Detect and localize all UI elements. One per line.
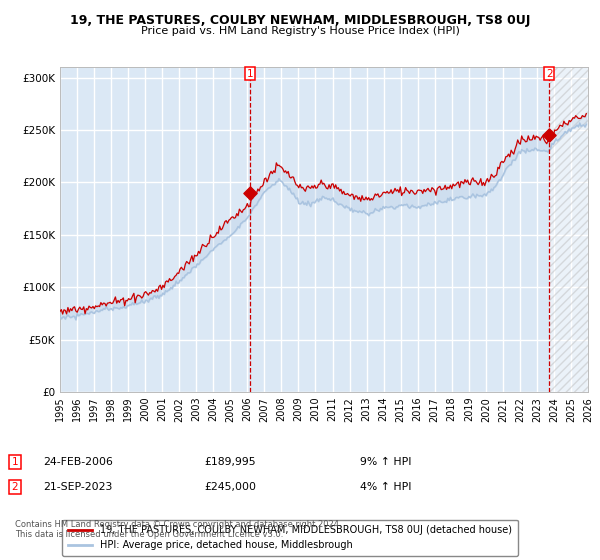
Text: Contains HM Land Registry data © Crown copyright and database right 2024.
This d: Contains HM Land Registry data © Crown c… bbox=[15, 520, 341, 539]
Text: 21-SEP-2023: 21-SEP-2023 bbox=[43, 482, 113, 492]
Text: 1: 1 bbox=[11, 457, 19, 467]
Text: 1: 1 bbox=[247, 68, 253, 78]
Bar bbox=[549, 67, 588, 392]
Text: 2: 2 bbox=[546, 68, 553, 78]
Text: Price paid vs. HM Land Registry's House Price Index (HPI): Price paid vs. HM Land Registry's House … bbox=[140, 26, 460, 36]
Legend: 19, THE PASTURES, COULBY NEWHAM, MIDDLESBROUGH, TS8 0UJ (detached house), HPI: A: 19, THE PASTURES, COULBY NEWHAM, MIDDLES… bbox=[62, 520, 518, 556]
Text: 24-FEB-2006: 24-FEB-2006 bbox=[43, 457, 113, 467]
Text: 2: 2 bbox=[11, 482, 19, 492]
Text: £245,000: £245,000 bbox=[204, 482, 256, 492]
Point bbox=[245, 189, 255, 198]
Text: 19, THE PASTURES, COULBY NEWHAM, MIDDLESBROUGH, TS8 0UJ: 19, THE PASTURES, COULBY NEWHAM, MIDDLES… bbox=[70, 14, 530, 27]
Point bbox=[544, 131, 554, 140]
Text: 9% ↑ HPI: 9% ↑ HPI bbox=[360, 457, 412, 467]
Text: £189,995: £189,995 bbox=[204, 457, 256, 467]
Text: 4% ↑ HPI: 4% ↑ HPI bbox=[360, 482, 412, 492]
